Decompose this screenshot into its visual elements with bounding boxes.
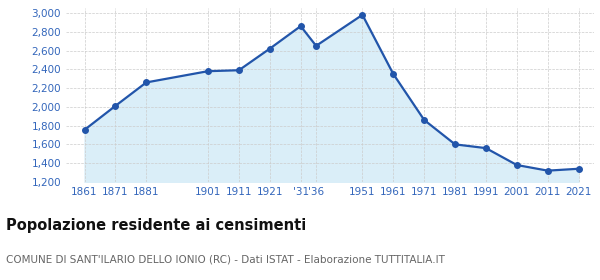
Text: COMUNE DI SANT'ILARIO DELLO IONIO (RC) - Dati ISTAT - Elaborazione TUTTITALIA.IT: COMUNE DI SANT'ILARIO DELLO IONIO (RC) -…: [6, 255, 445, 265]
Text: Popolazione residente ai censimenti: Popolazione residente ai censimenti: [6, 218, 306, 234]
